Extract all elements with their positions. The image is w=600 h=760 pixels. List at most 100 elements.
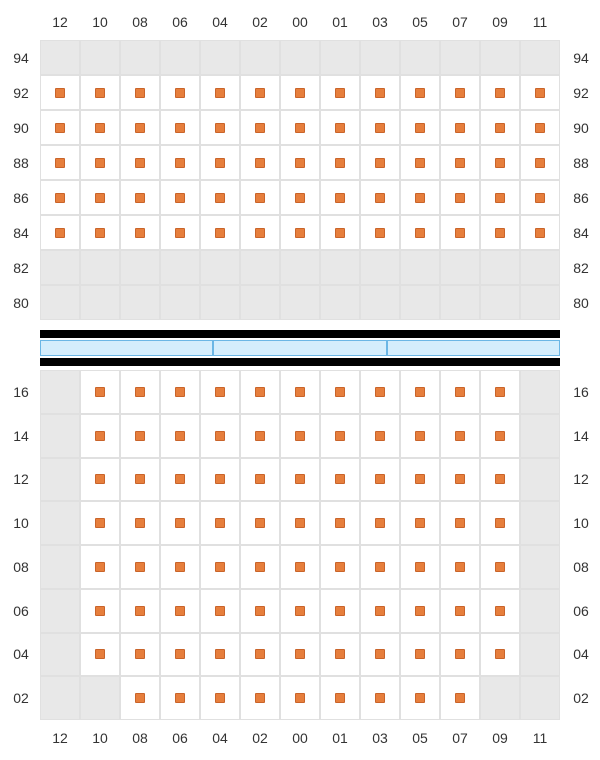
seat[interactable] — [335, 431, 345, 441]
seat[interactable] — [455, 387, 465, 397]
seat[interactable] — [295, 431, 305, 441]
seat[interactable] — [175, 606, 185, 616]
seat[interactable] — [335, 693, 345, 703]
seat[interactable] — [415, 518, 425, 528]
seat[interactable] — [135, 562, 145, 572]
seat[interactable] — [535, 88, 545, 98]
seat[interactable] — [415, 123, 425, 133]
seat[interactable] — [455, 193, 465, 203]
seat[interactable] — [175, 562, 185, 572]
seat[interactable] — [55, 123, 65, 133]
seat[interactable] — [95, 387, 105, 397]
seat[interactable] — [135, 474, 145, 484]
seat[interactable] — [295, 518, 305, 528]
seat[interactable] — [95, 649, 105, 659]
seat[interactable] — [215, 123, 225, 133]
seat[interactable] — [135, 123, 145, 133]
seat[interactable] — [495, 387, 505, 397]
seat[interactable] — [375, 88, 385, 98]
seat[interactable] — [495, 193, 505, 203]
seat[interactable] — [455, 228, 465, 238]
seat[interactable] — [55, 193, 65, 203]
seat[interactable] — [495, 474, 505, 484]
seat[interactable] — [335, 158, 345, 168]
seat[interactable] — [375, 158, 385, 168]
seat[interactable] — [255, 518, 265, 528]
seat[interactable] — [215, 193, 225, 203]
seat[interactable] — [335, 123, 345, 133]
seat[interactable] — [215, 606, 225, 616]
seat[interactable] — [255, 606, 265, 616]
seat[interactable] — [415, 228, 425, 238]
seat[interactable] — [135, 518, 145, 528]
seat[interactable] — [495, 649, 505, 659]
seat[interactable] — [135, 606, 145, 616]
seat[interactable] — [95, 228, 105, 238]
seat[interactable] — [495, 88, 505, 98]
seat[interactable] — [295, 562, 305, 572]
seat[interactable] — [255, 474, 265, 484]
seat[interactable] — [335, 562, 345, 572]
seat[interactable] — [375, 562, 385, 572]
seat[interactable] — [415, 387, 425, 397]
seat[interactable] — [375, 228, 385, 238]
seat[interactable] — [95, 193, 105, 203]
seat[interactable] — [215, 562, 225, 572]
seat[interactable] — [495, 562, 505, 572]
seat[interactable] — [495, 228, 505, 238]
seat[interactable] — [295, 193, 305, 203]
seat[interactable] — [295, 158, 305, 168]
seat[interactable] — [455, 649, 465, 659]
seat[interactable] — [295, 228, 305, 238]
seat[interactable] — [215, 431, 225, 441]
seat[interactable] — [495, 606, 505, 616]
seat[interactable] — [535, 193, 545, 203]
seat[interactable] — [535, 228, 545, 238]
seat[interactable] — [95, 88, 105, 98]
seat[interactable] — [295, 387, 305, 397]
seat[interactable] — [215, 158, 225, 168]
seat[interactable] — [95, 158, 105, 168]
seat[interactable] — [215, 474, 225, 484]
seat[interactable] — [255, 387, 265, 397]
seat[interactable] — [335, 606, 345, 616]
seat[interactable] — [335, 193, 345, 203]
seat[interactable] — [255, 193, 265, 203]
seat[interactable] — [175, 649, 185, 659]
seat[interactable] — [175, 123, 185, 133]
seat[interactable] — [455, 693, 465, 703]
seat[interactable] — [415, 649, 425, 659]
seat[interactable] — [135, 228, 145, 238]
seat[interactable] — [135, 431, 145, 441]
seat[interactable] — [335, 474, 345, 484]
seat[interactable] — [135, 649, 145, 659]
seat[interactable] — [95, 123, 105, 133]
seat[interactable] — [215, 88, 225, 98]
seat[interactable] — [335, 649, 345, 659]
seat[interactable] — [255, 649, 265, 659]
seat[interactable] — [55, 88, 65, 98]
seat[interactable] — [295, 606, 305, 616]
seat[interactable] — [375, 431, 385, 441]
seat[interactable] — [175, 431, 185, 441]
seat[interactable] — [335, 518, 345, 528]
seat[interactable] — [415, 88, 425, 98]
seat[interactable] — [375, 693, 385, 703]
seat[interactable] — [495, 518, 505, 528]
seat[interactable] — [215, 228, 225, 238]
seat[interactable] — [415, 431, 425, 441]
seat[interactable] — [455, 474, 465, 484]
seat[interactable] — [295, 649, 305, 659]
seat[interactable] — [295, 693, 305, 703]
seat[interactable] — [255, 693, 265, 703]
seat[interactable] — [335, 387, 345, 397]
seat[interactable] — [135, 193, 145, 203]
seat[interactable] — [455, 518, 465, 528]
seat[interactable] — [335, 88, 345, 98]
seat[interactable] — [175, 387, 185, 397]
seat[interactable] — [95, 518, 105, 528]
seat[interactable] — [255, 562, 265, 572]
seat[interactable] — [135, 88, 145, 98]
seat[interactable] — [295, 88, 305, 98]
seat[interactable] — [415, 193, 425, 203]
